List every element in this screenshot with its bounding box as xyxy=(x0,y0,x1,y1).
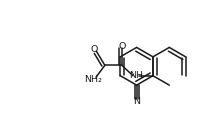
Text: NH₂: NH₂ xyxy=(85,75,103,84)
Text: N: N xyxy=(133,97,140,106)
Text: NH: NH xyxy=(129,71,143,80)
Text: O: O xyxy=(118,42,126,51)
Text: O: O xyxy=(91,44,98,54)
